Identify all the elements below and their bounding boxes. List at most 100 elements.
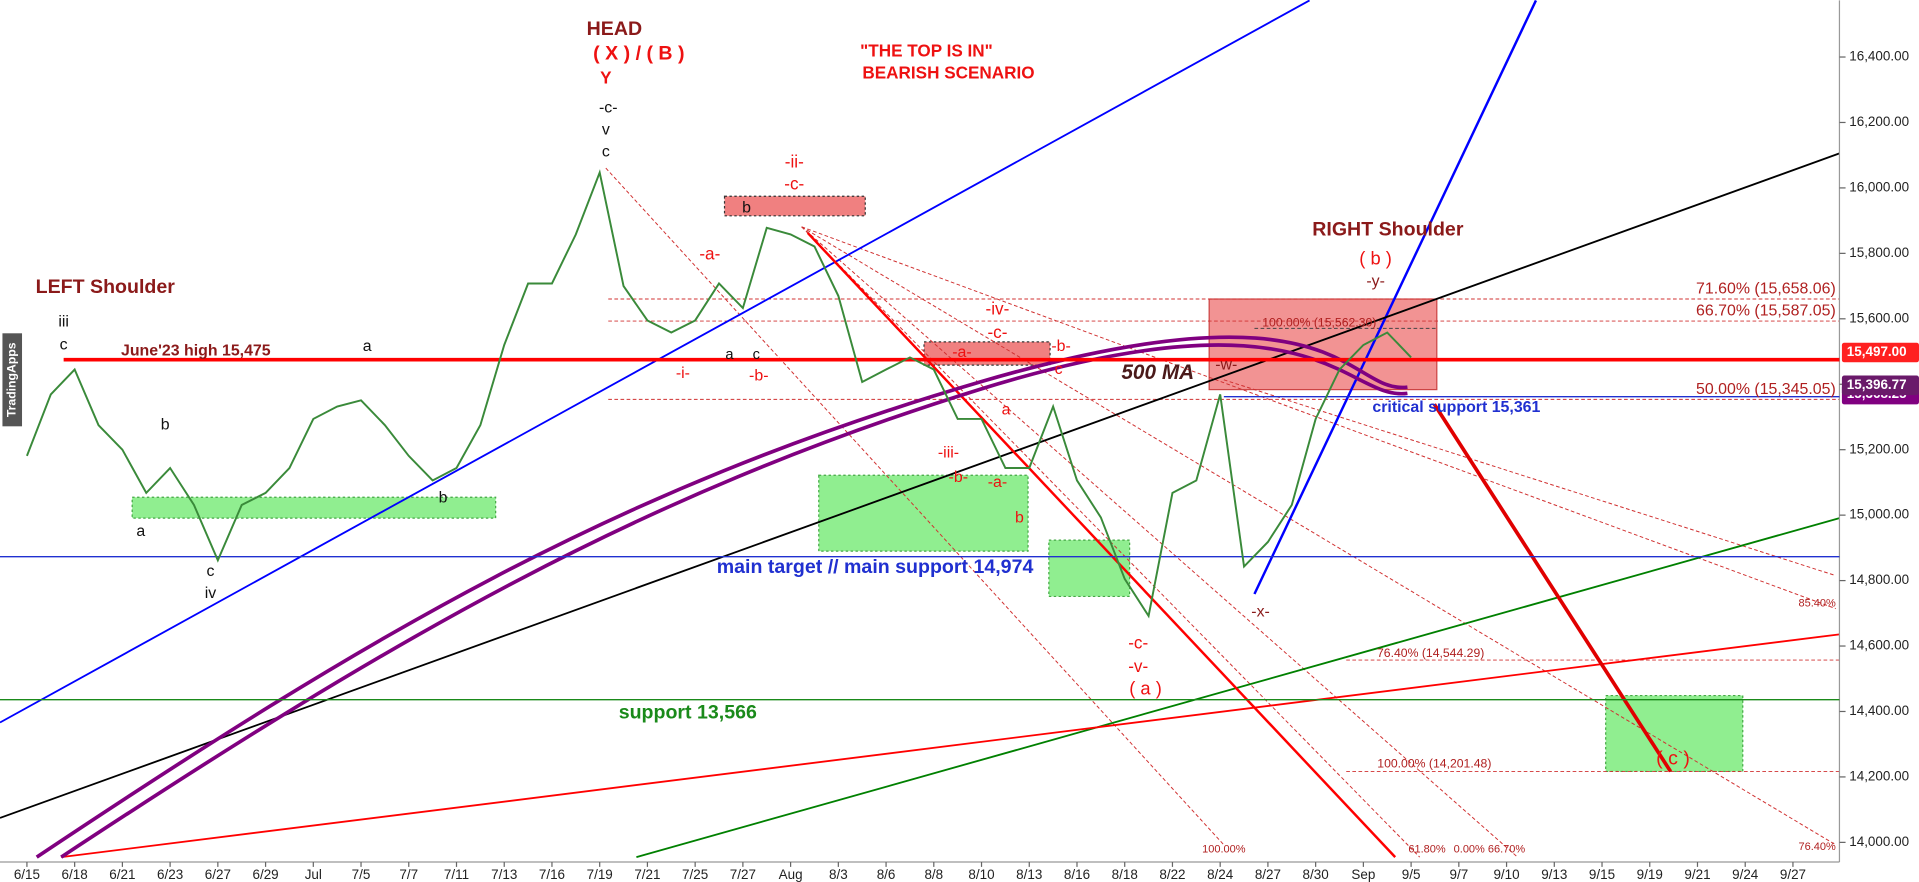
annotation: ( b ) <box>1359 248 1392 269</box>
y-tick-label: 15,000.00 <box>1849 507 1909 522</box>
annotation: TradingApps <box>4 342 18 417</box>
annotation: c <box>207 563 215 580</box>
y-tick-label: 15,600.00 <box>1849 310 1909 325</box>
x-tick-label: Aug <box>779 867 803 882</box>
x-tick-label: 9/5 <box>1402 867 1421 882</box>
fan-line <box>1223 379 1836 577</box>
annotation: 85.40% <box>1798 598 1836 610</box>
y-tick-label: 15,200.00 <box>1849 441 1909 456</box>
x-tick-label: 9/21 <box>1684 867 1710 882</box>
x-tick-label: 7/7 <box>399 867 418 882</box>
x-tick-label: 8/3 <box>829 867 848 882</box>
x-tick-label: 9/15 <box>1589 867 1615 882</box>
trend-line <box>806 232 1397 858</box>
annotation: 76.40% <box>1798 841 1836 853</box>
annotation: ( X ) / ( B ) <box>593 42 684 64</box>
annotation: 50.00% (15,345.05) <box>1696 381 1836 398</box>
x-tick-label: 7/16 <box>539 867 565 882</box>
x-tick-label: 7/25 <box>682 867 708 882</box>
price-tag <box>1841 375 1919 396</box>
annotation: -w- <box>1215 356 1237 373</box>
annotation: 76.40% (14,544.29) <box>1377 646 1484 660</box>
y-tick-label: 15,800.00 <box>1849 245 1909 260</box>
y-tick-label: 14,800.00 <box>1849 572 1909 587</box>
y-tick-label: 16,000.00 <box>1849 179 1909 194</box>
annotation: HEAD <box>587 18 642 40</box>
annotation: -a- <box>699 244 720 264</box>
annotation: 100.00% (14,201.48) <box>1377 756 1491 770</box>
x-tick-label: 7/21 <box>634 867 660 882</box>
annotation: -y- <box>1366 273 1385 290</box>
price-tag-label: 15,396.77 <box>1847 377 1907 392</box>
x-tick-label: 7/27 <box>730 867 756 882</box>
y-tick-label: 14,000.00 <box>1849 834 1909 849</box>
support-zone <box>131 496 497 519</box>
annotation: -iii- <box>938 444 959 461</box>
annotation: -c- <box>987 322 1007 342</box>
x-tick-label: 8/13 <box>1016 867 1042 882</box>
level-label: June'23 high 15,475 <box>121 342 271 359</box>
x-tick-label: 8/30 <box>1303 867 1329 882</box>
annotation: -ii- <box>785 152 804 172</box>
projection-line <box>1432 403 1673 773</box>
annotation: 100.00% (15,562.30) <box>1262 316 1376 330</box>
x-tick-label: 8/22 <box>1159 867 1185 882</box>
level-label: support 13,566 <box>619 701 757 723</box>
ma-line <box>60 343 1408 859</box>
x-tick-label: 9/10 <box>1493 867 1519 882</box>
fib-lines <box>605 167 1840 858</box>
y-tick-label: 14,400.00 <box>1849 703 1909 718</box>
x-tick-label: 8/6 <box>877 867 896 882</box>
annotation: c <box>1055 361 1063 378</box>
annotation: -x- <box>1251 604 1270 621</box>
annotation: c <box>60 337 68 354</box>
support-zone <box>818 474 1029 552</box>
annotation: -v- <box>1128 656 1148 676</box>
support-zone <box>1048 539 1131 598</box>
y-tick-label: 16,200.00 <box>1849 114 1909 129</box>
annotation: -a- <box>952 344 971 361</box>
x-tick-label: 6/21 <box>109 867 135 882</box>
annotation: b <box>161 416 170 433</box>
x-tick-label: 8/16 <box>1064 867 1090 882</box>
trend-line <box>636 517 1840 858</box>
x-tick-label: 6/27 <box>205 867 231 882</box>
annotation: ( a ) <box>1129 677 1162 698</box>
trend-line <box>1253 0 1538 595</box>
x-tick-label: Jul <box>305 867 322 882</box>
annotation: iii <box>58 313 69 330</box>
annotation: -c- <box>1128 633 1148 653</box>
fan-line <box>801 226 1837 846</box>
level-label: main target // main support 14,974 <box>717 556 1034 578</box>
x-tick-label: 6/23 <box>157 867 183 882</box>
x-tick-label: 6/18 <box>62 867 88 882</box>
resistance-zone <box>723 195 866 217</box>
annotation: a <box>363 338 372 355</box>
x-tick-label: 7/5 <box>352 867 371 882</box>
annotation: a <box>1002 402 1011 419</box>
x-tick-label: 7/19 <box>587 867 613 882</box>
annotation: 500 MA <box>1121 361 1194 384</box>
y-tick-label: 14,200.00 <box>1849 768 1909 783</box>
annotation: -c- <box>599 99 618 116</box>
annotation: -b- <box>1051 338 1070 355</box>
annotation: -b- <box>749 367 768 384</box>
x-tick-label: 8/24 <box>1207 867 1234 882</box>
x-tick-label: 8/18 <box>1112 867 1138 882</box>
annotation: -b- <box>949 469 968 486</box>
annotation: 66.70% (15,587.05) <box>1696 302 1836 319</box>
annotation: ( c ) <box>1656 747 1690 769</box>
x-tick-label: 9/13 <box>1541 867 1567 882</box>
y-tick-label: 14,600.00 <box>1849 638 1909 653</box>
level-label: critical support 15,361 <box>1372 399 1540 416</box>
trend-line <box>61 633 1840 859</box>
watermark-bg <box>2 333 23 427</box>
annotation: Y <box>600 67 612 87</box>
annotation: v <box>602 121 610 138</box>
x-tick-label: 6/15 <box>14 867 40 882</box>
annotation: c <box>753 347 760 363</box>
annotation: 61.80% <box>1408 844 1446 856</box>
trend-line <box>0 152 1840 819</box>
y-tick-label: 16,400.00 <box>1849 49 1909 64</box>
annotation: b <box>439 490 448 507</box>
